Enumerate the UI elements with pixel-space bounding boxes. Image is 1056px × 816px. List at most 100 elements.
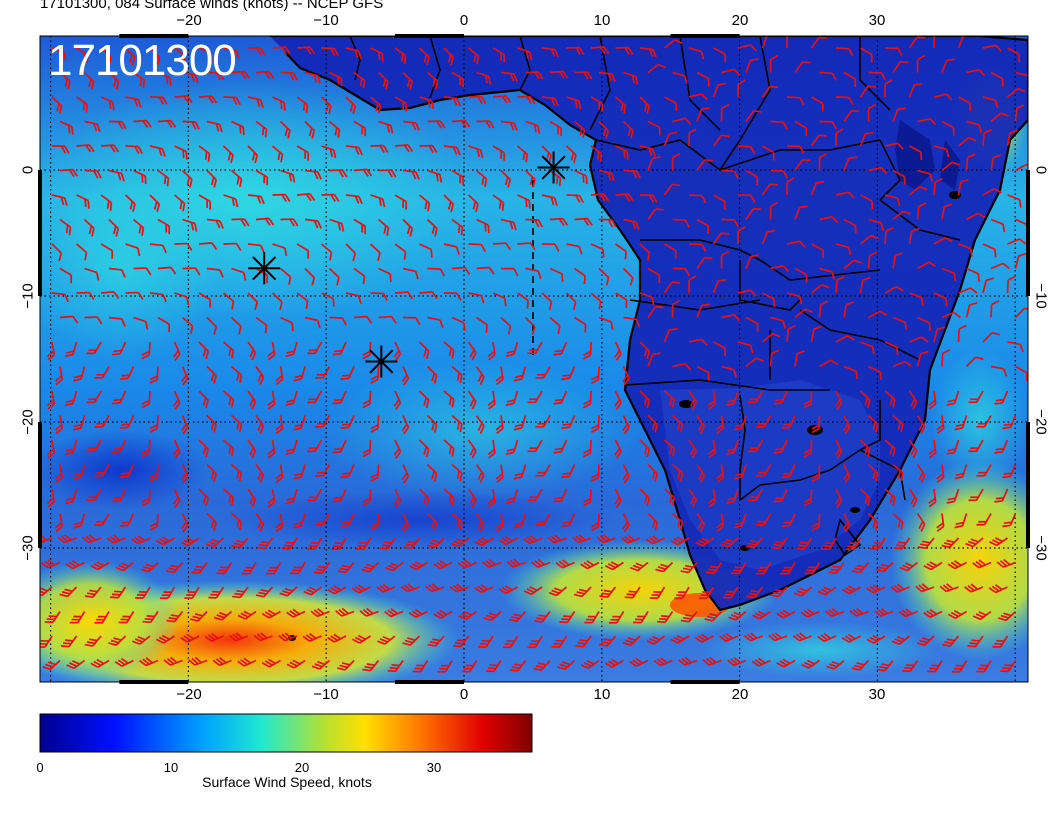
wind-barb <box>892 210 911 221</box>
wind-barb <box>747 390 764 404</box>
wind-barb <box>247 341 257 361</box>
wind-barb <box>393 341 402 361</box>
wind-barb <box>678 656 698 666</box>
wind-barb <box>76 144 95 153</box>
wind-barb <box>502 635 519 649</box>
wind-barb <box>720 537 739 548</box>
wind-barb <box>451 218 464 236</box>
wind-barb <box>811 464 821 483</box>
wind-barb <box>615 193 634 202</box>
wind-barb <box>267 439 276 459</box>
wind-barb <box>425 583 445 593</box>
wind-barb <box>340 513 355 527</box>
wind-barb <box>965 153 976 171</box>
wind-barb <box>332 439 347 454</box>
wind-barb <box>769 54 779 73</box>
wind-barb <box>108 316 126 327</box>
wind-barb <box>267 341 276 361</box>
wind-barb <box>794 308 813 319</box>
wind-barb <box>590 243 605 258</box>
wind-barb <box>475 366 485 385</box>
wind-barb <box>198 194 212 210</box>
wind-barb <box>174 242 193 251</box>
wind-barb <box>51 96 63 114</box>
wind-barb <box>108 120 127 130</box>
wind-barb <box>328 267 340 286</box>
wind-barb <box>781 464 796 479</box>
wind-barb <box>968 390 984 404</box>
wind-barb <box>475 513 485 532</box>
wind-barb <box>190 610 208 622</box>
wind-barb <box>443 145 461 156</box>
wind-barb <box>517 47 533 61</box>
wind-barb <box>696 218 710 235</box>
wind-barb <box>451 169 465 186</box>
wind-barb <box>307 390 323 404</box>
wind-barb <box>639 488 651 507</box>
wind-barb <box>476 120 495 129</box>
wind-barb <box>639 145 656 157</box>
wind-barb <box>182 218 198 232</box>
wind-barb <box>205 537 225 548</box>
wind-barb <box>835 275 845 294</box>
wind-barb <box>310 608 330 618</box>
wind-barb <box>419 291 438 300</box>
wind-barb <box>615 243 627 260</box>
wind-barb <box>629 657 649 667</box>
wind-barb <box>928 439 937 459</box>
wind-barb <box>181 316 194 334</box>
wind-barb <box>149 145 166 157</box>
wind-barb <box>451 463 463 482</box>
wind-barb <box>124 47 136 66</box>
wind-barb <box>761 332 781 343</box>
wind-barb <box>513 415 527 431</box>
wind-barb <box>353 315 373 324</box>
wind-barb <box>59 71 71 90</box>
wind-barb <box>1014 104 1025 122</box>
wind-barb <box>908 390 918 410</box>
wind-barb <box>671 152 681 171</box>
wind-barb <box>884 439 896 457</box>
wind-barb <box>180 537 200 547</box>
wind-barb <box>100 47 112 65</box>
wind-barb <box>994 439 1009 454</box>
wind-barb <box>584 611 600 624</box>
wind-barb <box>810 325 822 343</box>
wind-barb <box>307 488 323 502</box>
wind-barb <box>892 252 904 269</box>
wind-barb <box>315 464 331 477</box>
wind-barb <box>86 390 102 404</box>
wind-barb <box>474 537 494 547</box>
wind-barb <box>46 439 56 459</box>
wind-barb <box>867 103 877 122</box>
wind-barb <box>804 562 821 575</box>
wind-barb <box>719 632 739 642</box>
wind-barb <box>884 285 904 294</box>
wind-barb <box>495 464 504 484</box>
wind-barb <box>734 464 747 480</box>
wind-barb <box>377 218 390 236</box>
wind-barb <box>933 36 935 49</box>
wind-barb <box>688 488 698 508</box>
wind-barb <box>770 120 788 130</box>
wind-barb <box>394 243 407 260</box>
wind-barb <box>715 464 725 483</box>
wind-barb <box>335 607 355 617</box>
wind-barb <box>402 267 419 280</box>
wind-barb <box>769 201 779 220</box>
wind-barb <box>304 169 322 180</box>
wind-barb <box>604 658 624 668</box>
wind-barb <box>141 341 151 360</box>
wind-barb <box>272 96 286 111</box>
wind-barb <box>859 439 871 458</box>
wind-barb <box>140 561 159 573</box>
wind-barb <box>327 585 347 595</box>
wind-barb <box>916 54 926 73</box>
wind-barb <box>835 96 854 105</box>
wind-barb <box>418 341 430 360</box>
wind-barb <box>492 292 507 307</box>
wind-barb <box>59 120 74 135</box>
wind-barb <box>59 315 79 324</box>
wind-barb <box>899 561 919 572</box>
wind-barb <box>527 635 543 649</box>
